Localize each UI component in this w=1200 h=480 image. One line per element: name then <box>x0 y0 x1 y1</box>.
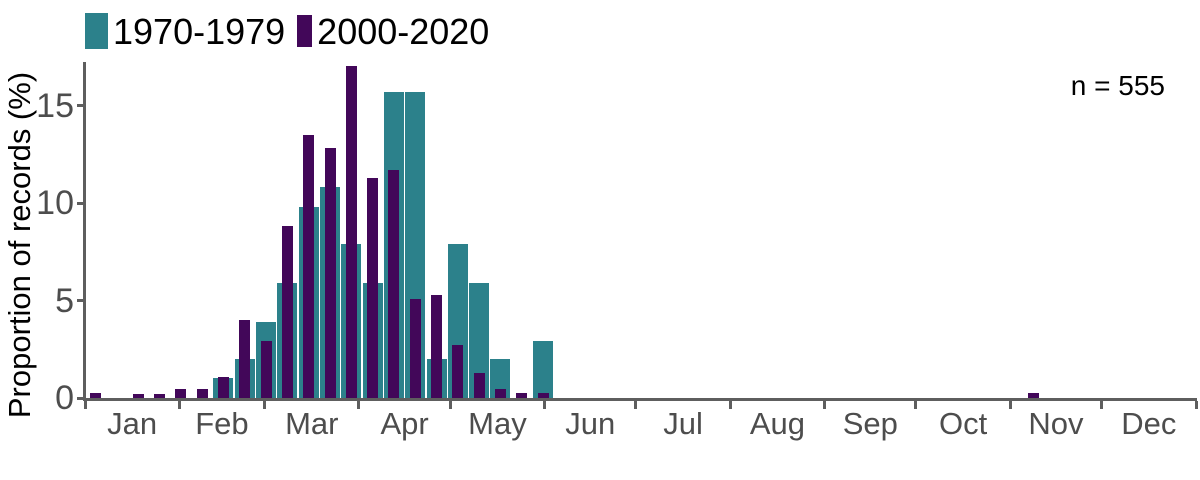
x-axis-tick <box>83 401 87 409</box>
x-axis-tick <box>543 401 547 409</box>
legend-swatch-2000-2020 <box>297 15 313 47</box>
legend-label-2000-2020: 2000-2020 <box>317 11 490 52</box>
x-tick-label-aug: Aug <box>749 406 806 441</box>
x-axis-tick <box>263 401 267 409</box>
bar-2000-2020 <box>303 135 314 398</box>
legend-item-2000-2020: 2000-2020 <box>285 13 489 51</box>
bar-2000-2020 <box>367 178 378 398</box>
x-axis-tick <box>448 401 452 409</box>
x-tick-label-dec: Dec <box>1121 406 1177 441</box>
x-axis-tick <box>823 401 827 409</box>
x-axis-tick <box>1008 401 1012 409</box>
x-tick-label-jan: Jan <box>107 406 158 441</box>
bar-2000-2020 <box>410 299 421 398</box>
y-axis-tick <box>77 396 85 400</box>
y-tick-label: 5 <box>55 281 74 320</box>
x-tick-label-mar: Mar <box>285 406 339 441</box>
x-tick-label-feb: Feb <box>195 406 249 441</box>
x-tick-label-nov: Nov <box>1028 406 1084 441</box>
y-tick-label: 10 <box>36 184 74 222</box>
x-axis-line <box>83 398 1197 401</box>
y-tick-label: 15 <box>36 86 74 125</box>
x-axis-tick <box>177 401 181 409</box>
y-tick-label: 0 <box>55 379 74 417</box>
bar-2000-2020 <box>1028 393 1039 398</box>
bar-2000-2020 <box>452 345 463 398</box>
x-tick-label-may: May <box>468 406 527 441</box>
bar-2000-2020 <box>431 295 442 398</box>
bar-2000-2020 <box>516 393 527 398</box>
legend: 1970-1979 2000-2020 <box>85 13 489 51</box>
x-axis-tick <box>1194 401 1198 409</box>
bar-2000-2020 <box>197 389 208 398</box>
x-tick-label-apr: Apr <box>380 406 429 441</box>
bar-1970-1979 <box>533 341 553 398</box>
y-axis-line <box>83 62 86 401</box>
bar-1970-1979 <box>469 283 489 398</box>
bar-2000-2020 <box>474 373 485 398</box>
x-axis-tick <box>914 401 918 409</box>
bar-2000-2020 <box>346 66 357 398</box>
x-tick-label-oct: Oct <box>939 406 988 441</box>
bar-2000-2020 <box>261 341 272 398</box>
x-tick-label-jun: Jun <box>565 406 616 441</box>
y-axis-tick <box>77 201 85 205</box>
bar-2000-2020 <box>175 389 186 398</box>
x-axis-tick <box>634 401 638 409</box>
bar-2000-2020 <box>133 394 144 398</box>
bar-1970-1979 <box>490 359 510 398</box>
bar-2000-2020 <box>325 148 336 398</box>
y-axis-tick <box>77 104 85 107</box>
bar-2000-2020 <box>538 393 549 398</box>
x-axis-tick <box>1100 401 1104 409</box>
bar-2000-2020 <box>154 394 165 398</box>
bar-2000-2020 <box>90 393 101 398</box>
bar-2000-2020 <box>218 377 229 398</box>
x-tick-label-jul: Jul <box>663 406 703 441</box>
bar-2000-2020 <box>282 226 293 398</box>
bar-2000-2020 <box>495 389 506 398</box>
bar-2000-2020 <box>239 320 250 398</box>
sample-size-annotation: n = 555 <box>1070 70 1165 101</box>
bar-2000-2020 <box>388 170 399 398</box>
y-axis-tick <box>77 299 85 302</box>
legend-swatch-1970-1979 <box>85 13 108 49</box>
x-axis-tick <box>728 401 732 409</box>
legend-label-1970-1979: 1970-1979 <box>113 11 286 52</box>
legend-item-1970-1979: 1970-1979 <box>85 13 285 51</box>
x-axis-tick <box>357 401 361 409</box>
x-tick-label-sep: Sep <box>842 406 898 441</box>
